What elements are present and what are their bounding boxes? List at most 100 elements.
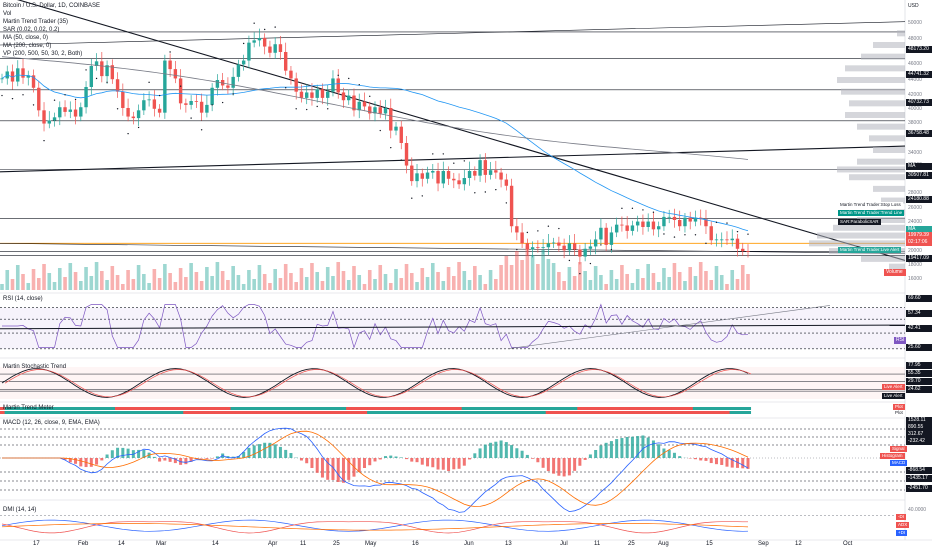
candle-body xyxy=(452,178,456,181)
trend-meter-cell xyxy=(167,407,174,410)
candle-body xyxy=(194,101,199,102)
volume-bar xyxy=(121,284,125,290)
macd-histogram-bar xyxy=(678,456,682,458)
trend-meter-cell xyxy=(598,411,604,414)
trend-meter-cell xyxy=(141,411,147,414)
trend-meter-cell xyxy=(177,411,184,414)
macd-histogram-bar xyxy=(320,458,324,478)
trend-meter-cell xyxy=(172,407,179,410)
macd-histogram-bar xyxy=(436,458,440,470)
volume-bar xyxy=(567,267,572,290)
symbol-title[interactable]: Bitcoin / U.S. Dollar, 1D, COINBASE xyxy=(3,3,101,9)
macd-histogram-bar xyxy=(709,458,713,464)
stoch-level-tag: 77.95 xyxy=(906,362,932,369)
volume-bar xyxy=(199,281,204,290)
trend-meter-cell xyxy=(671,407,678,410)
plot-tag: Plot xyxy=(893,410,905,416)
candle-body xyxy=(299,91,304,98)
volume-bar xyxy=(446,267,451,290)
trend-meter-cell xyxy=(241,407,247,410)
volume-bar xyxy=(740,265,745,290)
candle-body xyxy=(383,108,388,114)
trend-meter-cell xyxy=(698,407,704,410)
trend-meter-cell xyxy=(335,411,342,414)
macd-histogram-bar xyxy=(373,458,377,462)
trendmeter-pane-title[interactable]: Martin Trend Meter xyxy=(3,405,54,411)
volume-bar xyxy=(15,265,20,290)
stoch-pane-title[interactable]: Martin Stochastic Trend xyxy=(3,364,67,370)
legend-item[interactable]: VP (200, 500, 50, 30, 2, Both) xyxy=(3,51,83,57)
sar-dot xyxy=(642,209,644,211)
volume-bar xyxy=(289,273,293,290)
legend-item[interactable]: SAR (0.02, 0.02, 0.2) xyxy=(3,27,60,33)
candle-body xyxy=(294,78,298,92)
trend-meter-cell xyxy=(25,411,32,414)
legend-item[interactable]: MA (50, close, 0) xyxy=(3,35,49,41)
sar-dot xyxy=(736,230,739,233)
trend-meter-cell xyxy=(635,407,641,410)
volume-profile-bar xyxy=(897,30,905,37)
macd-level-tag: -232.42 xyxy=(906,438,932,445)
trend-meter-cell xyxy=(514,411,520,414)
live-alert-label: Martin Trend Trader:Live Alert xyxy=(838,247,902,253)
sar-dot xyxy=(85,69,87,71)
macd-histogram-bar xyxy=(331,458,335,480)
trend-meter-cell xyxy=(214,407,221,410)
macd-histogram-bar xyxy=(531,458,535,459)
trend-meter-cell xyxy=(645,407,652,410)
trend-meter-cell xyxy=(193,407,200,410)
trend-meter-cell xyxy=(656,411,662,414)
volume-bar xyxy=(131,279,136,290)
candle-body xyxy=(320,89,325,98)
legend-item[interactable]: Martin Trend Trader (35) xyxy=(3,19,69,25)
price-axis-label: 48000 xyxy=(908,36,922,42)
volume-bar xyxy=(688,267,693,290)
candle-body xyxy=(63,107,67,112)
plot-tag: Plot xyxy=(893,404,905,410)
volume-bar xyxy=(147,283,151,290)
sar-dot xyxy=(348,77,350,80)
legend-item[interactable]: MA (200, close, 0) xyxy=(3,43,52,49)
stop-loss-label: Martin Trend Trader:Stop Loss xyxy=(838,202,903,208)
macd-histogram-bar xyxy=(735,458,739,468)
trend-meter-cell xyxy=(734,407,741,410)
volume-bar xyxy=(273,269,277,290)
trend-meter-cell xyxy=(561,407,568,410)
stoch-band xyxy=(0,367,905,399)
candle-body xyxy=(42,110,46,124)
trend-meter-cell xyxy=(330,407,336,410)
trend-meter-cell xyxy=(482,411,489,414)
rsi-pane-title[interactable]: RSI (14, close) xyxy=(3,296,43,302)
macd-pane-title[interactable]: MACD (12, 26, close, 9, EMA, EMA) xyxy=(3,420,100,426)
legend-item[interactable]: Vol xyxy=(3,11,12,17)
trend-meter-cell xyxy=(403,407,410,410)
plus-di-line xyxy=(1,519,749,532)
trend-meter-cell xyxy=(146,407,153,410)
macd-histogram-bar xyxy=(515,448,519,458)
candle-body xyxy=(58,107,62,118)
volume-bar xyxy=(241,284,246,290)
sar-dot xyxy=(274,26,276,28)
trend-meter-cell xyxy=(262,411,268,414)
macd-histogram-bar xyxy=(557,458,561,476)
trend-meter-cell xyxy=(177,407,184,410)
sar-dot xyxy=(663,233,665,235)
candle-body xyxy=(730,238,734,241)
trend-meter-cell xyxy=(167,411,174,414)
candle-body xyxy=(10,71,15,82)
volume-bar xyxy=(656,282,661,290)
macd-histogram-bar xyxy=(247,447,251,458)
trend-meter-cell xyxy=(650,411,657,414)
macd-histogram-bar xyxy=(714,458,718,465)
stoch-k-line xyxy=(1,368,749,398)
trend-meter-cell xyxy=(230,407,237,410)
candle-body xyxy=(693,217,698,222)
volume-bar xyxy=(341,271,346,290)
dmi-pane-title[interactable]: DMI (14, 14) xyxy=(3,507,37,513)
volume-bar xyxy=(252,279,256,290)
macd-histogram-bar xyxy=(620,438,624,458)
price-axis-label: 18000 xyxy=(908,262,922,268)
macd-histogram-bar xyxy=(310,458,314,468)
volume-profile-bar xyxy=(881,197,905,204)
